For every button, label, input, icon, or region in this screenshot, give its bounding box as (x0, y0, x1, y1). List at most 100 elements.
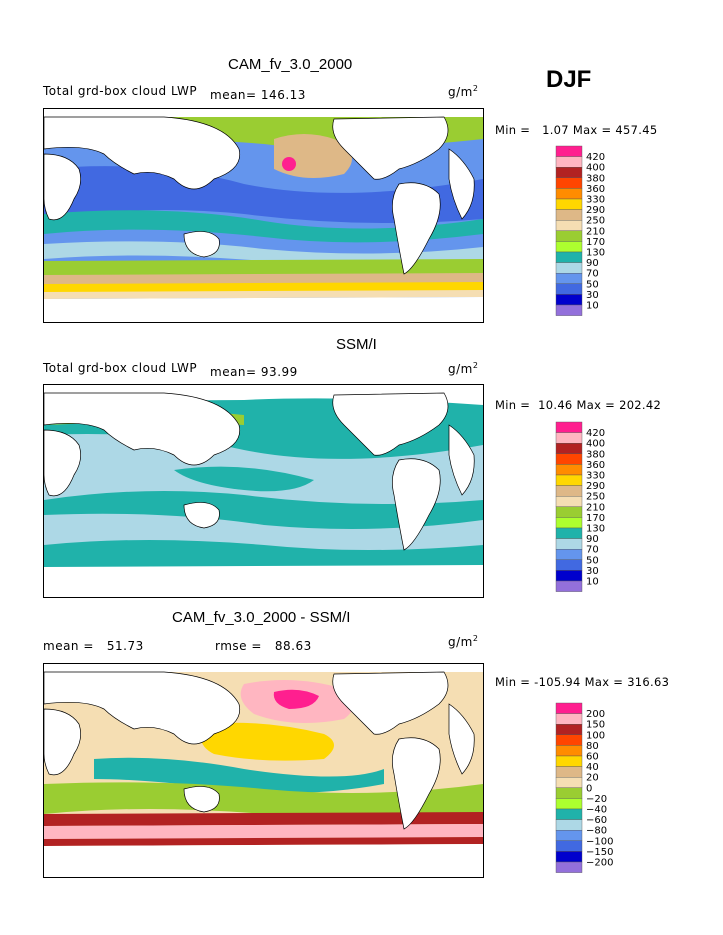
legend-level-label: 380 (586, 173, 605, 184)
legend-swatch (555, 188, 583, 200)
land-africa-east (448, 424, 475, 496)
panel3-map (43, 663, 484, 878)
land-africa-east (448, 703, 475, 775)
legend-swatch (555, 506, 583, 518)
map-band-equator (174, 466, 314, 492)
panel3-rmse-value: 88.63 (274, 639, 312, 653)
legend-swatch (555, 464, 583, 476)
legend-level-label: −40 (586, 805, 607, 816)
panel3-title: CAM_fv_3.0_2000 - SSM/I (172, 609, 351, 626)
legend-swatch (555, 580, 583, 592)
legend-swatch (555, 474, 583, 486)
legend-level-label: 40 (586, 762, 599, 773)
legend-level-label: 50 (586, 279, 599, 290)
land-eurasia (44, 671, 241, 745)
map-band-south1 (44, 259, 483, 277)
legend-level-label: 70 (586, 269, 599, 280)
legend-swatch (555, 527, 583, 539)
legend-swatch (555, 485, 583, 497)
panel1-title: CAM_fv_3.0_2000 (228, 56, 353, 73)
legend-swatch (555, 198, 583, 210)
panel3-mean: mean = 51.73 (43, 639, 144, 653)
panel1-mean-value: 146.13 (260, 88, 306, 102)
land-antarctica (44, 844, 483, 877)
legend-level-label: 80 (586, 741, 599, 752)
legend-swatch (555, 755, 583, 767)
panel1-map-svg (44, 109, 483, 322)
legend-level-label: 290 (586, 481, 605, 492)
land-south-america (392, 458, 441, 551)
map-band-south2 (44, 824, 483, 839)
legend-level-label: 0 (586, 783, 592, 794)
legend-level-label: 60 (586, 752, 599, 763)
legend-swatch (555, 851, 583, 863)
legend-level-label: 360 (586, 460, 605, 471)
legend-level-label: 250 (586, 492, 605, 503)
legend-swatch (555, 230, 583, 242)
legend-level-label: 130 (586, 524, 605, 535)
legend-level-label: 330 (586, 195, 605, 206)
panel3-map-svg (44, 664, 483, 877)
legend-swatch (555, 787, 583, 799)
legend-level-label: 130 (586, 248, 605, 259)
season-label: DJF (546, 66, 592, 93)
legend-swatch (555, 209, 583, 221)
legend-swatch (555, 241, 583, 253)
panel1-minmax: Min = 1.07 Max = 457.45 (495, 123, 658, 137)
legend-level-label: 100 (586, 730, 605, 741)
land-arctic (44, 664, 483, 672)
panel2-title: SSM/I (336, 336, 377, 353)
map-band-south4 (44, 290, 483, 299)
panel2-variable: Total grd-box cloud LWP (43, 361, 198, 375)
legend-swatch (555, 251, 583, 263)
legend-swatch (555, 798, 583, 810)
land-south-america (392, 182, 441, 275)
legend-level-label: −80 (586, 826, 607, 837)
legend-level-label: 50 (586, 555, 599, 566)
legend-level-label: 90 (586, 258, 599, 269)
panel2-map (43, 384, 484, 598)
panel3-legend: 200 150 100 80 60 40 20 0 −20 −40 −60 −80 −100 −150 −2… (555, 702, 676, 883)
map-band-negative (94, 757, 384, 793)
panel1-variable: Total grd-box cloud LWP (43, 84, 198, 98)
panel1-mean-label: mean= (210, 88, 257, 102)
legend-level-label: 250 (586, 216, 605, 227)
panel3-minmax: Min = -105.94 Max = 316.63 (495, 675, 670, 689)
legend-swatch (555, 272, 583, 284)
legend-swatch (555, 304, 583, 316)
legend-level-label: 30 (586, 290, 599, 301)
legend-level-label: −20 (586, 794, 607, 805)
legend-swatch (555, 702, 583, 714)
legend-swatch (555, 840, 583, 852)
legend-swatch (555, 538, 583, 550)
map-pacific-max (273, 689, 319, 709)
map-band-tropics (44, 434, 483, 504)
panel1-map (43, 108, 484, 323)
legend-level-label: −100 (586, 836, 613, 847)
panel2-units: g/m2 (448, 361, 479, 376)
legend-level-label: 420 (586, 428, 605, 439)
legend-level-label: 210 (586, 226, 605, 237)
panel3-rmse-label: rmse = (215, 639, 262, 653)
legend-level-label: 90 (586, 534, 599, 545)
map-band-south (44, 513, 483, 550)
legend-level-label: 400 (586, 163, 605, 174)
land-north-america (332, 671, 449, 735)
land-africa-east (448, 148, 475, 220)
legend-level-label: 210 (586, 502, 605, 513)
land-australia (183, 502, 220, 529)
legend-swatch (555, 432, 583, 444)
legend-level-label: 420 (586, 152, 605, 163)
land-north-america (332, 116, 449, 180)
panel1-mean: mean= 146.13 (210, 88, 306, 102)
map-band-subtrop (44, 782, 483, 819)
legend-swatch (555, 283, 583, 295)
land-australia (183, 231, 220, 258)
legend-swatch (555, 548, 583, 560)
legend-level-label: 20 (586, 773, 599, 784)
map-band-tropics (200, 722, 334, 761)
land-north-america (332, 392, 449, 456)
map-band-south3 (44, 837, 483, 846)
